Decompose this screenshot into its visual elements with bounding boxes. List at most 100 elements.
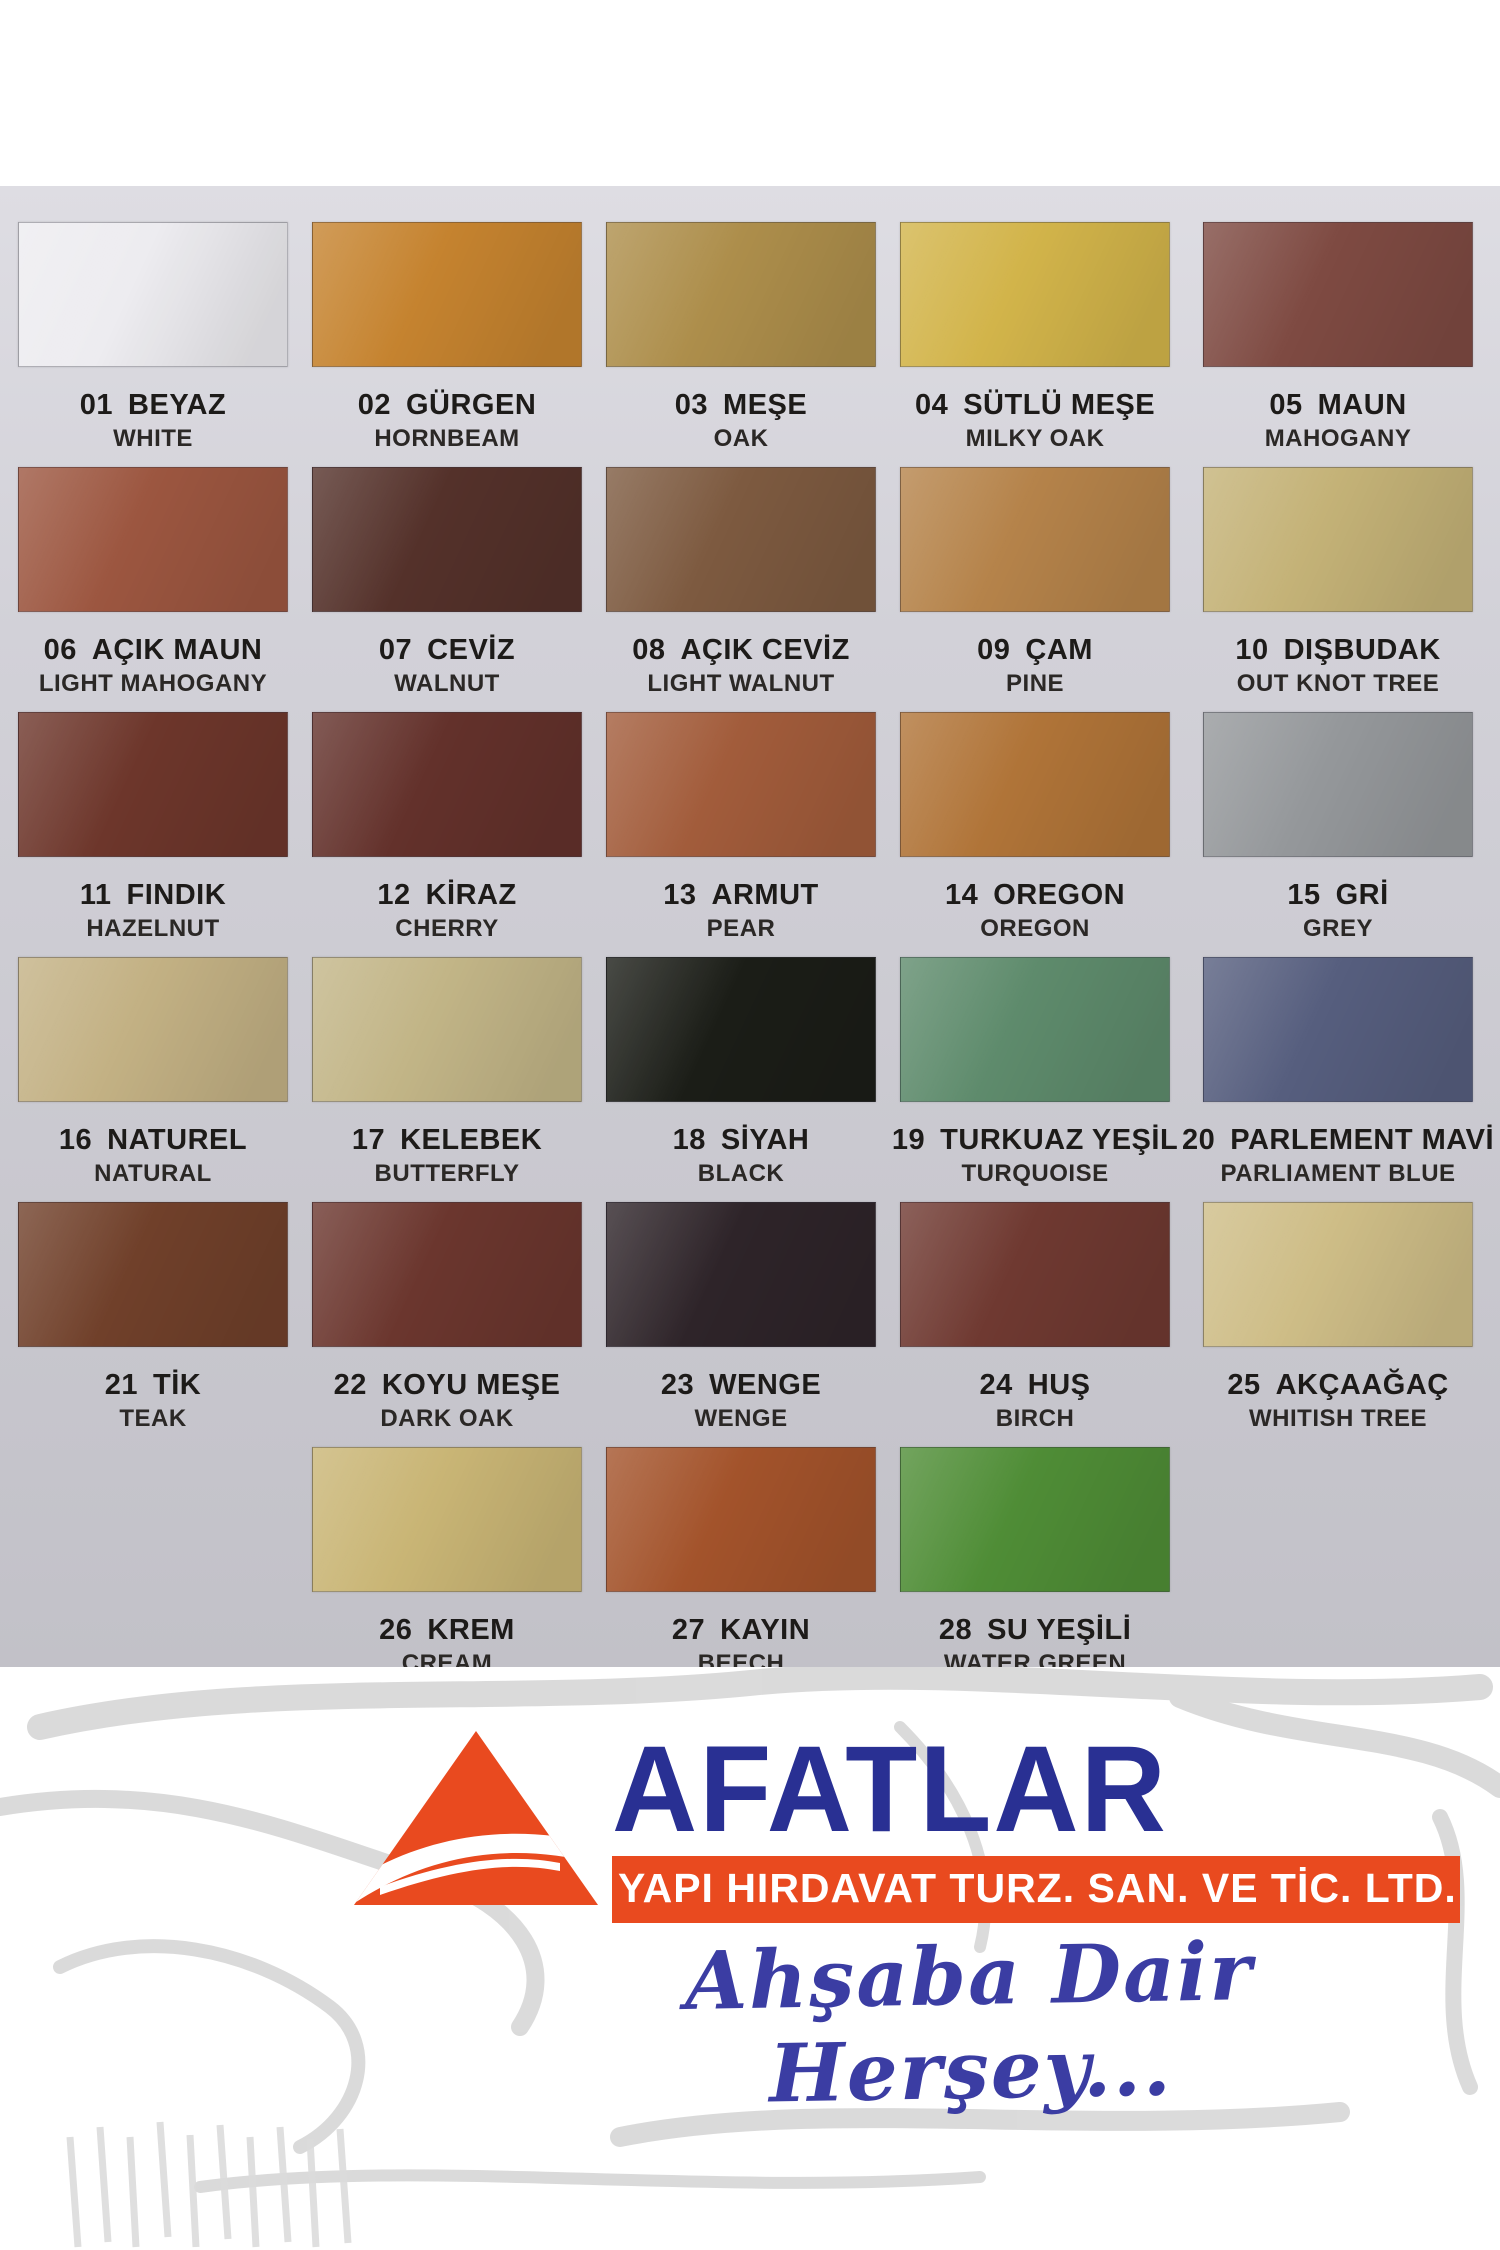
color-swatch — [1203, 957, 1474, 1102]
swatch-name-tr: 08 AÇIK CEVİZ — [632, 634, 850, 666]
swatch-cell: 07 CEVİZ WALNUT — [300, 467, 594, 698]
swatch-name-tr: 01 BEYAZ — [79, 389, 227, 421]
swatch-name-en: BUTTERFLY — [374, 1160, 520, 1187]
swatch-name-tr: 15 GRİ — [1287, 879, 1389, 911]
swatch-name-tr: 05 MAUN — [1269, 389, 1407, 421]
color-swatch — [312, 467, 582, 612]
swatch-name-tr: 26 KREM — [379, 1614, 515, 1646]
swatch-cell: 19 TURKUAZ YEŞİL TURQUOISE — [888, 957, 1182, 1188]
color-swatch — [312, 957, 582, 1102]
swatch-cell: 22 KOYU MEŞE DARK OAK — [300, 1202, 594, 1433]
brand-block: AFATLAR YAPI HIRDAVAT TURZ. SAN. VE TİC.… — [612, 1720, 1500, 1923]
color-swatch — [18, 1202, 288, 1347]
swatch-name-en: WHITE — [113, 425, 193, 452]
swatch-name-en: OAK — [713, 425, 769, 452]
swatch-cell: 10 DIŞBUDAK OUT KNOT TREE — [1182, 467, 1494, 698]
swatch-grid: 01 BEYAZ WHITE 02 GÜRGEN HORNBEAM 03 MEŞ… — [0, 186, 1500, 1678]
color-swatch — [312, 1202, 582, 1347]
swatch-name-tr: 10 DIŞBUDAK — [1235, 634, 1441, 666]
color-swatch — [900, 957, 1171, 1102]
color-swatch — [606, 1202, 877, 1347]
swatch-name-tr: 03 MEŞE — [674, 389, 808, 421]
swatch-name-tr: 11 FINDIK — [79, 879, 227, 911]
sketch-watermark — [0, 1667, 1500, 2248]
color-swatch — [606, 1447, 877, 1592]
swatch-cell: 04 SÜTLÜ MEŞE MILKY OAK — [888, 222, 1182, 453]
swatch-name-en: LIGHT WALNUT — [647, 670, 835, 697]
swatch-name-tr: 27 KAYIN — [671, 1614, 811, 1646]
color-swatch — [606, 222, 877, 367]
swatch-name-tr: 17 KELEBEK — [351, 1124, 543, 1156]
swatch-cell: 09 ÇAM PINE — [888, 467, 1182, 698]
swatch-name-en: BIRCH — [995, 1405, 1075, 1432]
swatch-name-en: HAZELNUT — [86, 915, 220, 942]
color-swatch — [606, 957, 877, 1102]
color-swatch — [312, 222, 582, 367]
color-swatch — [312, 1447, 582, 1592]
swatch-name-en: WHITISH TREE — [1249, 1405, 1428, 1432]
swatch-cell: 18 SİYAH BLACK — [594, 957, 888, 1188]
color-swatch — [900, 712, 1171, 857]
afatlar-triangle-logo — [354, 1731, 598, 1905]
swatch-name-tr: 12 KİRAZ — [377, 879, 517, 911]
swatch-name-en: TURQUOISE — [961, 1160, 1109, 1187]
color-swatch — [900, 467, 1171, 612]
swatch-name-en: MILKY OAK — [965, 425, 1105, 452]
swatch-name-tr: 25 AKÇAAĞAÇ — [1227, 1369, 1449, 1401]
swatch-cell: 23 WENGE WENGE — [594, 1202, 888, 1433]
swatch-name-en: MAHOGANY — [1264, 425, 1412, 452]
color-swatch — [312, 712, 582, 857]
swatch-name-tr: 04 SÜTLÜ MEŞE — [914, 389, 1156, 421]
brand-name: AFATLAR — [612, 1720, 1168, 1858]
color-swatch — [606, 467, 877, 612]
color-swatch — [18, 222, 288, 367]
swatch-name-tr: 23 WENGE — [660, 1369, 822, 1401]
swatch-name-tr: 20 PARLEMENT MAVİ — [1182, 1124, 1494, 1156]
swatch-name-tr: 18 SİYAH — [672, 1124, 810, 1156]
swatch-name-en: HORNBEAM — [374, 425, 520, 452]
swatch-cell: 15 GRİ GREY — [1182, 712, 1494, 943]
brand-subtitle-bar: YAPI HIRDAVAT TURZ. SAN. VE TİC. LTD. ŞT… — [612, 1855, 1500, 1923]
swatch-name-tr: 13 ARMUT — [663, 879, 819, 911]
color-swatch — [900, 1447, 1171, 1592]
swatch-name-tr: 24 HUŞ — [979, 1369, 1091, 1401]
swatch-name-tr: 28 SU YEŞİLİ — [938, 1614, 1132, 1646]
color-swatch — [18, 957, 288, 1102]
swatch-cell: 17 KELEBEK BUTTERFLY — [300, 957, 594, 1188]
swatch-cell: 08 AÇIK CEVİZ LIGHT WALNUT — [594, 467, 888, 698]
swatch-cell: 03 MEŞE OAK — [594, 222, 888, 453]
swatch-name-tr: 22 KOYU MEŞE — [333, 1369, 561, 1401]
swatch-name-en: GREY — [1303, 915, 1374, 942]
swatch-name-en: PEAR — [706, 915, 776, 942]
color-swatch — [1203, 467, 1474, 612]
swatch-name-en: NATURAL — [94, 1160, 212, 1187]
swatch-name-tr: 06 AÇIK MAUN — [43, 634, 263, 666]
color-swatch — [606, 712, 877, 857]
swatch-name-en: BLACK — [697, 1160, 785, 1187]
swatch-name-tr: 02 GÜRGEN — [357, 389, 537, 421]
swatch-cell: 16 NATUREL NATURAL — [6, 957, 300, 1188]
swatch-name-en: WENGE — [694, 1405, 788, 1432]
swatch-name-tr: 16 NATUREL — [58, 1124, 248, 1156]
swatch-cell: 26 KREM CREAM — [300, 1447, 594, 1678]
swatch-cell: 13 ARMUT PEAR — [594, 712, 888, 943]
color-swatch — [900, 1202, 1171, 1347]
swatch-cell: 11 FINDIK HAZELNUT — [6, 712, 300, 943]
swatch-cell: 24 HUŞ BIRCH — [888, 1202, 1182, 1433]
swatch-cell: 20 PARLEMENT MAVİ PARLIAMENT BLUE — [1182, 957, 1494, 1188]
swatch-cell: 12 KİRAZ CHERRY — [300, 712, 594, 943]
swatch-name-en: PINE — [1006, 670, 1065, 697]
swatch-name-tr: 09 ÇAM — [977, 634, 1093, 666]
swatch-name-en: DARK OAK — [380, 1405, 514, 1432]
swatch-chart-card: 01 BEYAZ WHITE 02 GÜRGEN HORNBEAM 03 MEŞ… — [0, 186, 1500, 1677]
swatch-name-en: TEAK — [119, 1405, 187, 1432]
swatch-name-tr: 19 TURKUAZ YEŞİL — [891, 1124, 1179, 1156]
swatch-name-en: WALNUT — [394, 670, 500, 697]
swatch-cell: 06 AÇIK MAUN LIGHT MAHOGANY — [6, 467, 300, 698]
color-swatch — [1203, 1202, 1474, 1347]
color-swatch — [900, 222, 1171, 367]
color-swatch — [1203, 712, 1474, 857]
swatch-cell: 21 TİK TEAK — [6, 1202, 300, 1433]
swatch-cell: 05 MAUN MAHOGANY — [1182, 222, 1494, 453]
